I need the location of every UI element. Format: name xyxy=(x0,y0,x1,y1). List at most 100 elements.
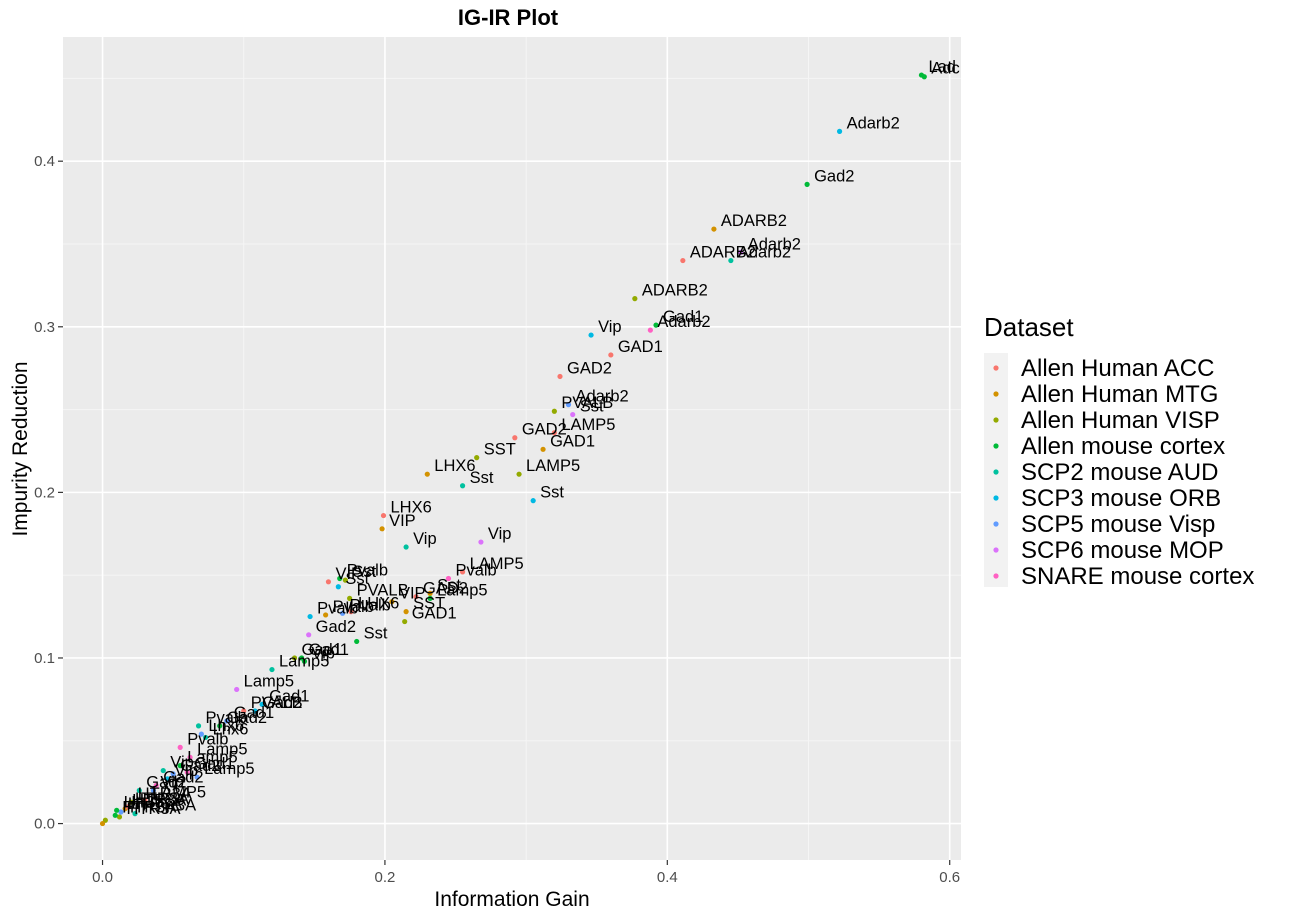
data-point xyxy=(804,181,810,187)
point-label: Gad2 xyxy=(163,768,203,786)
data-point xyxy=(516,471,522,477)
point-label: Adarb2 xyxy=(657,313,710,331)
legend-label: SCP2 mouse AUD xyxy=(1021,459,1218,486)
point-label: Lamp5 xyxy=(279,653,329,671)
data-point xyxy=(653,322,659,328)
data-point xyxy=(136,787,142,794)
point-label: Vip xyxy=(413,530,437,548)
data-point xyxy=(307,613,313,620)
data-point xyxy=(170,771,176,777)
point-label: LHX6 xyxy=(391,499,432,517)
x-tick-label: 0.2 xyxy=(374,869,395,886)
point-label: Lamp5 xyxy=(244,672,294,690)
point-label: HTR3A xyxy=(126,800,180,818)
point-labels: LadAdcAdarb2Gad2ADARB2Adarb2Adarb2ADARB2… xyxy=(122,58,959,818)
point-label: Sst xyxy=(345,570,369,588)
point-label: PVALB xyxy=(357,581,409,599)
data-point xyxy=(680,257,686,264)
point-label: LHX6 xyxy=(434,457,475,475)
data-point xyxy=(198,731,204,737)
point-label: Vip xyxy=(174,762,198,780)
point-label: Vip xyxy=(488,525,512,543)
data-point xyxy=(427,595,433,601)
point-label: LHX6 xyxy=(358,595,399,613)
point-label: Lamp5 xyxy=(187,749,237,767)
x-tick-label: 0.0 xyxy=(92,869,113,886)
data-point xyxy=(728,257,734,264)
data-point xyxy=(187,754,193,760)
data-point xyxy=(424,471,430,477)
legend-label: Allen mouse cortex xyxy=(1021,433,1225,460)
legend-label: Allen Human MTG xyxy=(1021,381,1218,408)
y-tick-label: 0.3 xyxy=(34,319,55,336)
data-point xyxy=(551,408,557,414)
legend-key xyxy=(993,547,999,553)
point-label: Gad2 xyxy=(316,618,356,636)
data-point xyxy=(234,686,240,693)
point-label: PVALB xyxy=(561,394,613,412)
point-label: VIP xyxy=(399,585,426,603)
point-label: Lamp5 xyxy=(197,740,247,758)
point-label: Pvalb xyxy=(187,730,228,748)
point-label: LAMP5 xyxy=(152,783,206,801)
data-point xyxy=(632,296,638,302)
data-point xyxy=(114,807,120,813)
point-label: Sst xyxy=(540,484,564,502)
legend-key xyxy=(993,417,999,423)
data-point xyxy=(195,723,202,729)
point-label: Adarb2 xyxy=(748,235,801,253)
data-point xyxy=(142,797,148,803)
point-label: PVALB xyxy=(251,694,303,712)
data-point xyxy=(125,804,131,810)
point-label: Lamp5 xyxy=(437,581,487,599)
point-label: Gad1 xyxy=(309,641,349,659)
point-label: ADARB2 xyxy=(721,212,787,230)
point-label: Sst xyxy=(437,576,461,594)
data-point xyxy=(323,612,329,618)
point-label: Sst xyxy=(352,563,376,581)
legend-label: Allen Human VISP xyxy=(1021,407,1220,434)
point-label: Adarb2 xyxy=(575,388,628,406)
point-label: GAD2 xyxy=(567,359,612,377)
point-label: ADARB2 xyxy=(642,282,708,300)
point-label: VIP xyxy=(389,512,416,530)
data-point xyxy=(325,579,332,585)
data-point xyxy=(389,599,395,605)
legend-title: Dataset xyxy=(984,312,1074,342)
data-point xyxy=(402,618,408,625)
data-point xyxy=(836,128,843,134)
data-point xyxy=(291,655,298,661)
data-point xyxy=(164,776,171,782)
point-label: Gad1 xyxy=(302,641,342,659)
legend-label: SCP3 mouse ORB xyxy=(1021,485,1221,512)
y-tick-label: 0.2 xyxy=(34,484,55,501)
data-point xyxy=(177,763,183,769)
data-point xyxy=(738,249,744,255)
point-label: Sst xyxy=(364,624,388,642)
data-point xyxy=(153,782,159,789)
data-point xyxy=(160,767,166,774)
point-label: Gad1 xyxy=(663,308,703,326)
point-label: SST xyxy=(413,595,445,613)
legend-label: SCP6 mouse MOP xyxy=(1021,537,1224,564)
y-tick-label: 0.4 xyxy=(34,153,55,170)
point-label: GAD2 xyxy=(423,580,468,598)
legend-label: Allen Human ACC xyxy=(1021,355,1214,382)
data-point xyxy=(608,352,614,358)
data-point xyxy=(116,814,123,820)
point-label: Sst xyxy=(470,469,494,487)
point-label: LAMP5 xyxy=(470,555,524,573)
point-label: VIP xyxy=(335,565,362,583)
legend-key xyxy=(993,521,999,527)
point-label: GAD2 xyxy=(522,421,567,439)
data-point xyxy=(342,577,348,583)
data-point xyxy=(921,74,927,80)
data-points xyxy=(99,72,927,827)
point-label: Vip xyxy=(170,754,194,772)
point-label: Htr3a xyxy=(124,793,165,811)
point-label: Gad1 xyxy=(194,755,234,773)
point-label: Pvalb xyxy=(206,709,247,727)
point-label: LAMP5 xyxy=(526,457,580,475)
point-label: Vip xyxy=(160,773,184,791)
data-point xyxy=(530,498,536,504)
